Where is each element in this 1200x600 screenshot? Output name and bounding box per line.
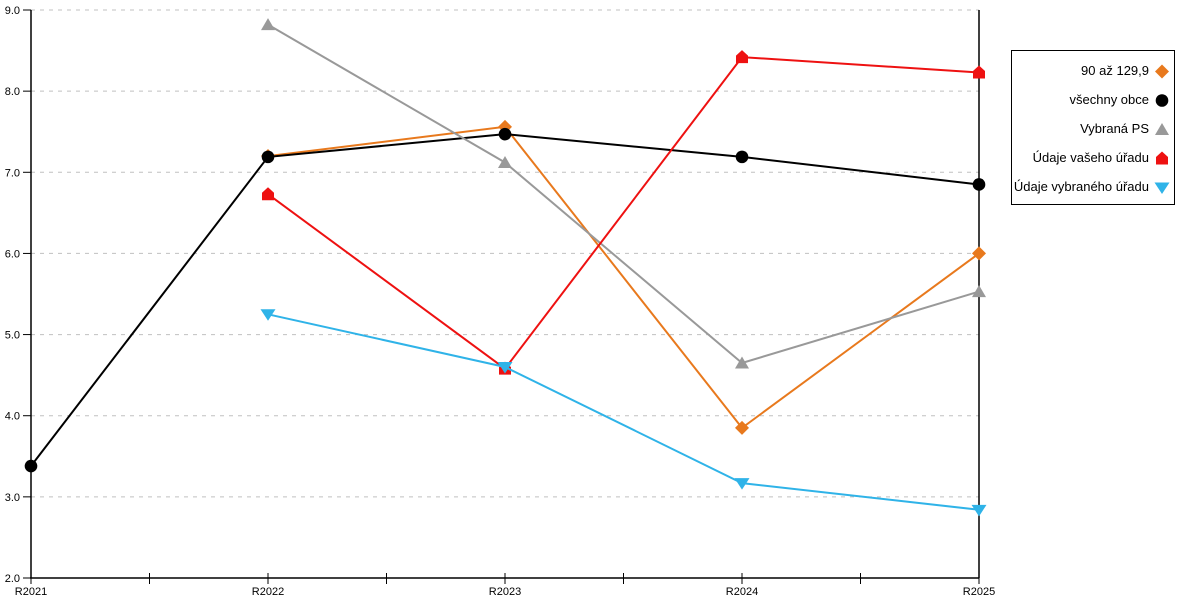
legend-item-label: Údaje vybraného úřadu	[1013, 179, 1149, 194]
y-tick-label: 7.0	[5, 167, 20, 179]
y-tick-label: 9.0	[5, 5, 20, 17]
series-line-0	[267, 125, 980, 430]
triangle-down-marker-legend	[1154, 182, 1170, 194]
triangle-down-marker-4-4	[971, 504, 987, 517]
series-line-3	[267, 56, 980, 371]
grid-lines	[31, 9, 979, 498]
triangle-up-marker-legend	[1155, 122, 1169, 135]
legend-item: Vybraná PS	[1012, 114, 1174, 143]
pentagon-marker-legend	[1156, 151, 1168, 164]
legend-item-label: Vybraná PS	[1080, 121, 1149, 136]
diamond-marker-legend	[1155, 64, 1169, 78]
series-4	[260, 309, 987, 517]
legend-item-label: všechny obce	[1069, 92, 1150, 107]
series-line-1	[30, 133, 980, 467]
circle-marker-1-3	[735, 150, 749, 164]
circle-marker-1-4	[972, 178, 986, 191]
y-tick-label: 8.0	[5, 86, 20, 98]
series-3	[262, 50, 985, 375]
pentagon-icon	[1154, 150, 1170, 166]
circle-marker-1-1	[261, 150, 275, 164]
series-1	[24, 127, 986, 473]
x-tick-label: R2025	[963, 586, 995, 598]
legend-item: Údaje vašeho úřadu	[1012, 143, 1174, 172]
triangle-up-marker-2-1	[261, 18, 275, 31]
x-tick-label: R2024	[726, 586, 758, 598]
triangle-down-marker-4-2	[497, 362, 513, 374]
triangle-up-marker-2-4	[972, 285, 986, 298]
x-tick-label: R2023	[489, 586, 521, 598]
pentagon-marker-3-1	[262, 187, 274, 201]
circle-icon	[1154, 92, 1170, 108]
triangle-up-marker-2-2	[498, 156, 512, 169]
circle-marker-1-0	[24, 459, 38, 473]
y-tick-label: 2.0	[5, 573, 20, 585]
y-tick-label: 6.0	[5, 248, 20, 260]
series-0	[261, 119, 986, 435]
legend: 90 až 129,9 všechny obce Vybraná PS Údaj…	[1011, 50, 1175, 205]
y-tick-label: 4.0	[5, 411, 20, 423]
diamond-icon	[1154, 63, 1170, 79]
series-line-2	[267, 23, 980, 365]
legend-item: všechny obce	[1012, 85, 1174, 114]
y-tick-label: 3.0	[5, 492, 20, 504]
triangle-down-marker-4-3	[734, 478, 750, 490]
circle-marker-1-2	[498, 127, 512, 141]
x-tick-label: R2022	[252, 586, 284, 598]
y-axis: 2.0 3.0 4.0 5.0 6.0 7.0 8.0 9.0	[5, 5, 31, 585]
triangle-up-icon	[1154, 121, 1170, 137]
triangle-up-marker-2-3	[735, 356, 749, 369]
x-axis: R2021 R2022 R2023 R2024 R2025	[15, 573, 995, 598]
series-line-4	[267, 313, 980, 511]
x-tick-label: R2021	[15, 586, 47, 598]
legend-item-label: Údaje vašeho úřadu	[1032, 150, 1149, 165]
circle-marker-legend	[1155, 93, 1169, 107]
legend-item: Údaje vybraného úřadu	[1012, 172, 1174, 201]
pentagon-marker-3-3	[736, 50, 748, 64]
diamond-marker-0-3	[735, 420, 749, 435]
triangle-down-marker-4-1	[260, 309, 276, 321]
pentagon-marker-3-4	[973, 65, 985, 79]
y-tick-label: 5.0	[5, 330, 20, 342]
diamond-marker-0-4	[972, 246, 986, 261]
legend-item: 90 až 129,9	[1012, 56, 1174, 85]
triangle-down-icon	[1154, 179, 1170, 195]
series-2	[261, 18, 986, 369]
legend-item-label: 90 až 129,9	[1081, 63, 1149, 78]
